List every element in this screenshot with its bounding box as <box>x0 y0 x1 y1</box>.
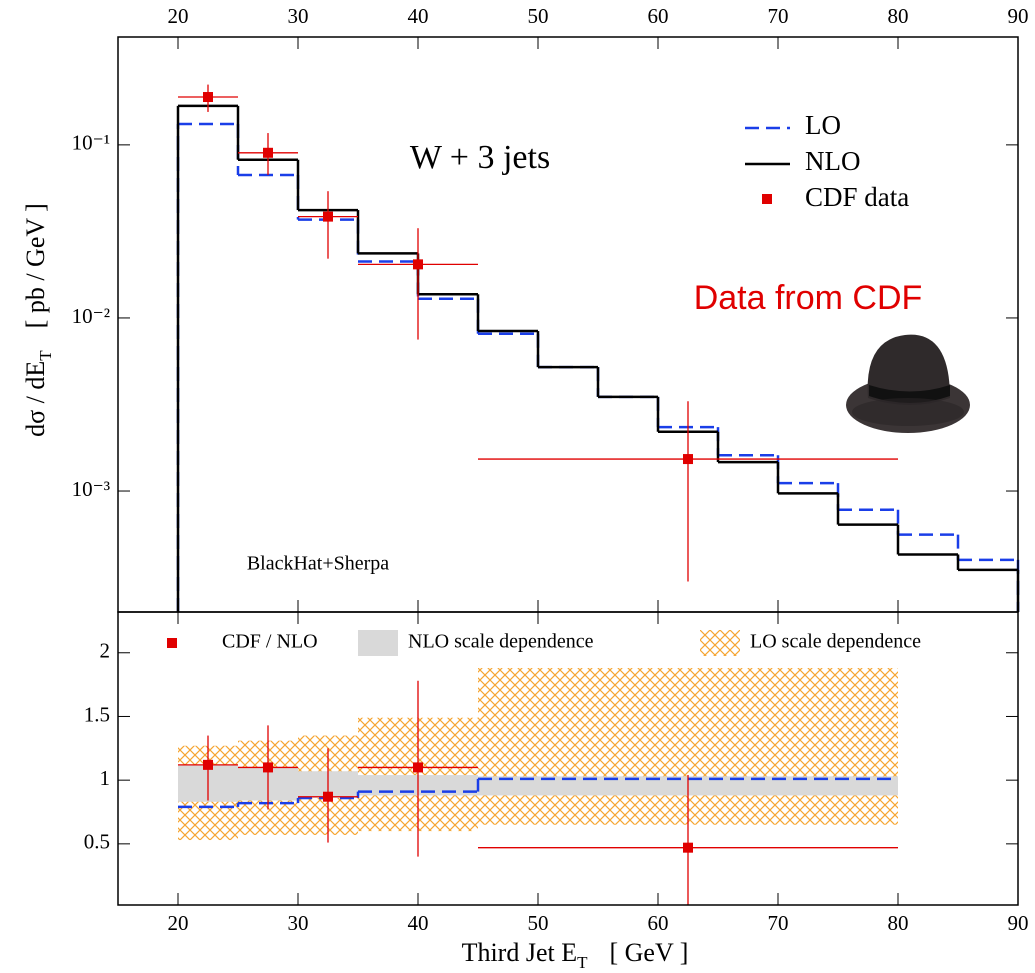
panel-frame <box>117 611 1019 906</box>
x-tick-label: 40 <box>408 4 429 28</box>
data-point <box>323 211 333 222</box>
legend-swatch <box>700 630 740 656</box>
legend-swatch <box>358 630 398 656</box>
legend-label: NLO <box>805 146 861 176</box>
x-tick-label: 30 <box>288 911 309 935</box>
axis-label-part: Third Jet E <box>462 938 578 967</box>
y-tick-label: 10⁻² <box>72 304 110 328</box>
data-point <box>203 92 213 103</box>
x-tick-label: 70 <box>768 911 789 935</box>
data-point <box>683 454 693 465</box>
data-point <box>323 791 333 802</box>
y-tick-label: 2 <box>100 639 111 663</box>
legend-swatch <box>167 638 177 648</box>
x-tick-label: 60 <box>648 911 669 935</box>
data-point <box>263 762 273 773</box>
x-tick-label: 80 <box>888 4 909 28</box>
x-tick-label: 80 <box>888 911 909 935</box>
legend-swatch <box>762 194 772 204</box>
x-tick-label: 50 <box>528 4 549 28</box>
x-tick-label: 70 <box>768 4 789 28</box>
data-point <box>413 762 423 773</box>
data-point <box>263 147 273 158</box>
y-tick-label: 10⁻³ <box>72 477 110 501</box>
x-tick-label: 90 <box>1008 911 1029 935</box>
legend-label: LO scale dependence <box>750 631 921 653</box>
x-tick-label: 20 <box>168 911 189 935</box>
axis-label-part: T <box>36 350 55 361</box>
legend-label: LO <box>805 110 841 140</box>
x-tick-label: 20 <box>168 4 189 28</box>
axis-label-part: dσ / dE <box>21 361 50 437</box>
axis-label: Third Jet ET [ GeV ] <box>462 938 689 972</box>
axis-label-part: [ pb / GeV ] <box>21 203 50 328</box>
annotation: Data from CDF <box>694 279 923 317</box>
annotation: BlackHat+Sherpa <box>247 553 389 575</box>
legend-label: CDF data <box>805 182 909 212</box>
panel: 20 30 40 50 60 70 80 90 0.5 1 1.5 2 Third Jet ET [ Ge… <box>84 611 1029 972</box>
x-tick-label: 60 <box>648 4 669 28</box>
data-point <box>413 259 423 270</box>
x-tick-label: 50 <box>528 911 549 935</box>
x-tick-label: 40 <box>408 911 429 935</box>
y-tick-label: 10⁻¹ <box>72 131 110 155</box>
data-point <box>203 759 213 770</box>
panel: 20 30 40 50 60 70 80 90 10⁻³ 10⁻² 10⁻¹ dσ / dET [ pb… <box>21 4 1029 613</box>
y-tick-label: 0.5 <box>84 830 110 854</box>
x-tick-label: 90 <box>1008 4 1029 28</box>
x-tick-label: 30 <box>288 4 309 28</box>
axis-label-part: T <box>577 953 588 972</box>
legend-label: CDF / NLO <box>222 631 318 653</box>
data-point <box>683 842 693 853</box>
y-tick-label: 1.5 <box>84 702 110 726</box>
axis-label-part: [ GeV ] <box>609 938 688 967</box>
hat-image <box>846 334 970 433</box>
legend-label: NLO scale dependence <box>408 631 594 653</box>
y-tick-label: 1 <box>100 766 111 790</box>
annotation: W + 3 jets <box>410 139 550 176</box>
axis-label: dσ / dET [ pb / GeV ] <box>21 203 55 437</box>
